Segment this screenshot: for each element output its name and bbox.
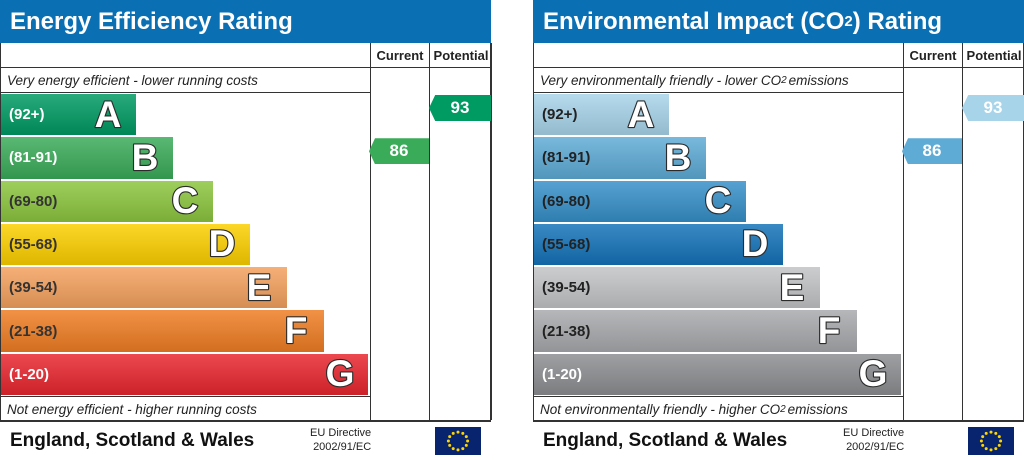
svg-text:D: D <box>209 224 236 264</box>
svg-text:C: C <box>172 181 199 221</box>
svg-text:G: G <box>859 354 888 394</box>
svg-text:A: A <box>95 95 122 135</box>
svg-text:F: F <box>285 311 308 351</box>
svg-text:E: E <box>780 268 805 308</box>
svg-text:B: B <box>132 138 159 178</box>
svg-text:A: A <box>628 95 655 135</box>
svg-text:D: D <box>742 224 769 264</box>
svg-text:B: B <box>665 138 692 178</box>
svg-text:G: G <box>326 354 355 394</box>
svg-text:C: C <box>705 181 732 221</box>
svg-text:E: E <box>247 268 272 308</box>
svg-text:F: F <box>818 311 841 351</box>
